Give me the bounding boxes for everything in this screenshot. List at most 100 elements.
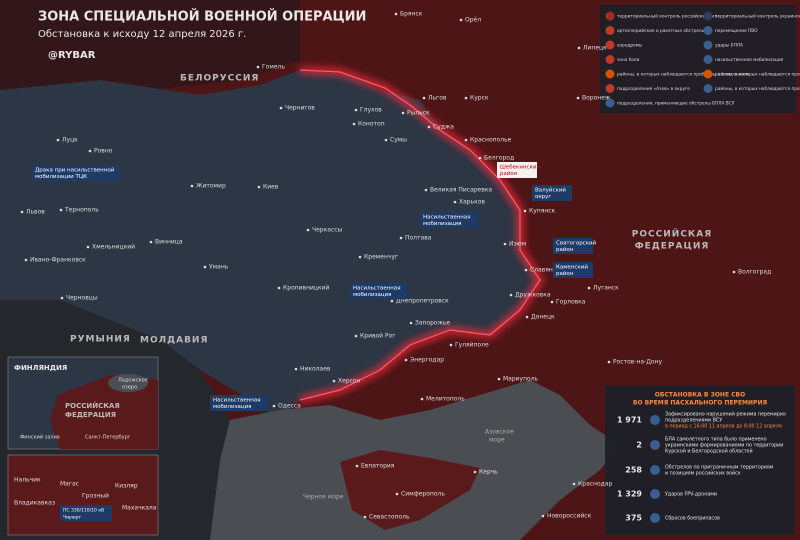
stats-title: ВО ВРЕМЯ ПАСХАЛЬНОГО ПЕРЕМИРИЯ	[633, 400, 768, 407]
city-dot	[257, 185, 261, 189]
legend-label: удары БПЛА	[715, 43, 743, 49]
city-dot	[464, 138, 468, 142]
legend-label: подразделения «Азов» в округе	[617, 86, 690, 92]
city-label: Харьков	[459, 199, 485, 206]
legend-label: артиллерийские и ракетные обстрелы	[617, 27, 706, 34]
city-dot	[354, 108, 358, 112]
legend-icon	[703, 40, 713, 50]
city-label: Ростов-на-Дону	[613, 359, 663, 366]
countries: БЕЛОРУССИЯ РОССИЙСКАЯ ФЕДЕРАЦИЯ РУМЫНИЯ …	[70, 74, 712, 501]
stat-icon	[650, 415, 660, 425]
city-label: Краснополье	[470, 137, 512, 144]
country-label: ФЕДЕРАЦИЯ	[635, 242, 710, 252]
city-label: Симферополь	[401, 491, 445, 498]
inset-label: Грозный	[82, 493, 109, 500]
city-dot	[449, 343, 453, 347]
city-dot	[525, 315, 529, 319]
stat-value: 375	[625, 514, 642, 523]
city-dot	[390, 299, 394, 303]
city-dot	[294, 367, 298, 371]
city-dot	[541, 514, 545, 518]
city-label: Горловка	[556, 299, 586, 306]
stats-box	[605, 385, 795, 535]
city-label: Ровно	[94, 148, 113, 155]
stat-icon	[650, 440, 660, 450]
inset-finland: ФИНЛЯНДИЯ РОССИЙСКАЯ ФЕДЕРАЦИЯ Ладожское…	[7, 356, 159, 450]
city-dot	[395, 492, 399, 496]
city-dot	[399, 236, 403, 240]
city-dot	[60, 296, 64, 300]
sea-label: Черное море	[303, 494, 344, 501]
city-label: Кривой Рог	[360, 333, 395, 340]
city-label: Хмельницкий	[92, 244, 135, 251]
legend-icon	[605, 11, 615, 21]
country-label: РУМЫНИЯ	[70, 335, 131, 345]
legend-icon	[703, 11, 713, 21]
legend-label: аэродромы	[617, 44, 643, 49]
sea-label: море	[489, 437, 505, 444]
inset-label: Финский залив	[20, 434, 60, 441]
city-dot	[203, 265, 207, 269]
city-label: Херсон	[338, 378, 361, 385]
callout-text: Шебекинский	[500, 164, 540, 171]
city-dot	[524, 268, 528, 272]
stat-text: БЛА самолетного типа было применено	[665, 437, 767, 443]
city-label: Ивано-Франковск	[30, 257, 86, 264]
city-dot	[404, 358, 408, 362]
city-label: Краснодар	[578, 481, 612, 488]
legend-label: районы, в которых наблюдаются проблемы с…	[715, 85, 800, 92]
city-dot	[422, 96, 426, 100]
city-label: Тернополь	[64, 207, 99, 214]
stats-panel: ОБСТАНОВКА В ЗОНЕ СВО ВО ВРЕМЯ ПАСХАЛЬНО…	[605, 385, 795, 535]
stat-value: 1 971	[617, 416, 642, 425]
legend-box	[600, 5, 796, 113]
city-dot	[256, 65, 260, 69]
city-label: Винница	[155, 239, 183, 246]
inset-label: Магас	[60, 481, 79, 488]
city-label: Великая Писаревка	[430, 187, 492, 194]
city-dot	[473, 470, 477, 474]
city-label: Льгов	[428, 95, 447, 102]
city-label: Кропивницкий	[283, 285, 330, 292]
city-dot	[394, 12, 398, 16]
legend-icon	[703, 55, 713, 64]
ukraine-area	[0, 70, 540, 420]
stat-icon	[650, 513, 660, 523]
inset-callout-box	[60, 505, 112, 521]
city-label: Николаев	[300, 366, 331, 373]
city-dot	[401, 111, 405, 115]
city-dot	[420, 397, 424, 401]
stat-text: Ударов FPV-дронами	[665, 492, 717, 498]
city-label: Донецк	[531, 314, 555, 321]
inset-label: Ладожское	[118, 378, 148, 384]
city-dot	[20, 210, 24, 214]
stat-text: Зафиксировано нарушений режима перемирия	[665, 411, 786, 418]
city-label: Одесса	[278, 403, 301, 410]
country-label: РОССИЙСКАЯ	[632, 228, 712, 240]
callout-text: Насильственная	[353, 286, 401, 292]
callout-box	[420, 212, 478, 228]
callout-text: район	[556, 246, 574, 253]
city-dot	[354, 334, 358, 338]
city-label: Львов	[26, 209, 45, 216]
city-label: Кременчуг	[364, 254, 398, 261]
city-label: Гомель	[262, 64, 285, 71]
inset-label: Владикавказ	[14, 500, 55, 507]
stat-text: Сбросов боеприпасов	[665, 516, 720, 522]
belarus-area	[0, 0, 300, 90]
callout-text: округ	[535, 194, 551, 200]
legend-label: районы, в которых наблюдаются проблемы с…	[617, 71, 749, 78]
city-dot	[576, 96, 580, 100]
city-dot	[550, 300, 554, 304]
legend-icon	[703, 84, 713, 93]
inset-lake	[108, 374, 148, 392]
stat-value: 1 329	[617, 490, 642, 499]
crimea	[340, 450, 480, 530]
stat-icon	[650, 489, 660, 499]
city-dot	[732, 270, 736, 274]
city-label: Керчь	[479, 469, 498, 476]
city-label: Луцк	[62, 137, 78, 144]
callout-box	[553, 262, 593, 278]
sea-label: Азовское	[485, 429, 514, 436]
legend: территориальный контроль российских силт…	[600, 5, 800, 113]
